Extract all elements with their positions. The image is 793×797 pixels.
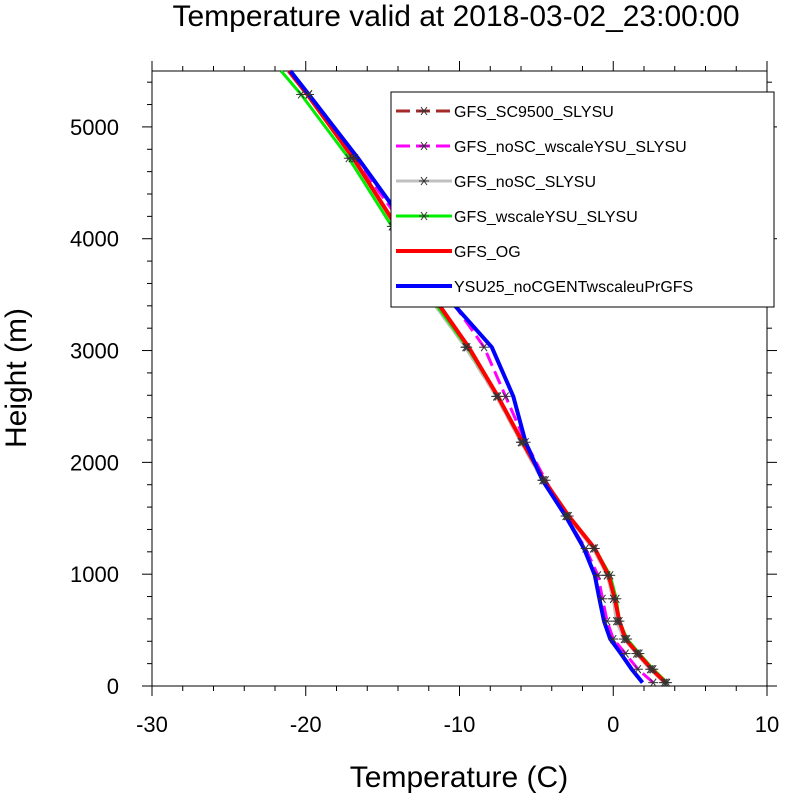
series-marker: [614, 616, 625, 626]
series-marker: [611, 594, 622, 604]
legend-box: [390, 91, 775, 308]
x-axis-title: Temperature (C): [350, 761, 568, 794]
y-axis-title: Height (m): [0, 308, 33, 448]
axis-tick-labels: -30 -20 -10 0 10 0 1000 2000 3000 4000 5000: [70, 115, 779, 737]
legend-label: GFS_SC9500_SLYSU: [454, 104, 614, 121]
legend-label: YSU25_noCGENTwscaleuPrGFS: [454, 279, 693, 296]
series-marker: [597, 594, 608, 604]
series-marker: [419, 176, 429, 186]
series-marker: [517, 437, 528, 447]
legend-label: GFS_noSC_wscaleYSU_SLYSU: [454, 139, 687, 156]
series-marker: [539, 475, 550, 485]
series-marker: [419, 106, 429, 116]
x-tick-label: -20: [290, 712, 322, 737]
x-tick-label: -10: [444, 712, 476, 737]
series-marker: [602, 616, 613, 626]
x-tick-label: 10: [755, 712, 779, 737]
series-marker: [492, 392, 503, 401]
chart-title: Temperature valid at 2018-03-02_23:00:00: [172, 0, 739, 33]
legend-label: GFS_OG: [454, 244, 521, 261]
series-marker: [563, 511, 574, 521]
series-marker: [620, 649, 631, 658]
series-marker: [589, 544, 600, 553]
y-tick-label: 5000: [70, 115, 119, 140]
y-tick-label: 1000: [70, 562, 119, 587]
series-marker: [296, 90, 307, 99]
series-marker: [462, 342, 473, 352]
series-marker: [662, 678, 673, 687]
series-marker: [648, 664, 659, 674]
x-tick-label: -30: [136, 712, 168, 737]
legend-label: GFS_wscaleYSU_SLYSU: [454, 209, 638, 226]
legend-label: GFS_noSC_SLYSU: [454, 174, 596, 191]
y-tick-label: 0: [107, 674, 119, 699]
series-marker: [343, 153, 354, 163]
legend: GFS_SC9500_SLYSU GFS_noSC_wscaleYSU_SLYSU…: [390, 91, 775, 308]
series-marker: [419, 211, 429, 221]
series-marker: [634, 649, 645, 658]
series-marker: [622, 634, 633, 644]
series-marker: [479, 342, 490, 352]
y-tick-label: 2000: [70, 450, 119, 475]
series-marker: [419, 141, 429, 151]
series-marker: [605, 570, 616, 580]
series-marker: [648, 678, 659, 687]
y-tick-label: 3000: [70, 339, 119, 364]
x-tick-label: 0: [607, 712, 619, 737]
series-marker: [608, 634, 619, 644]
series-marker: [632, 664, 643, 674]
y-tick-label: 4000: [70, 227, 119, 252]
series-marker: [592, 570, 603, 580]
